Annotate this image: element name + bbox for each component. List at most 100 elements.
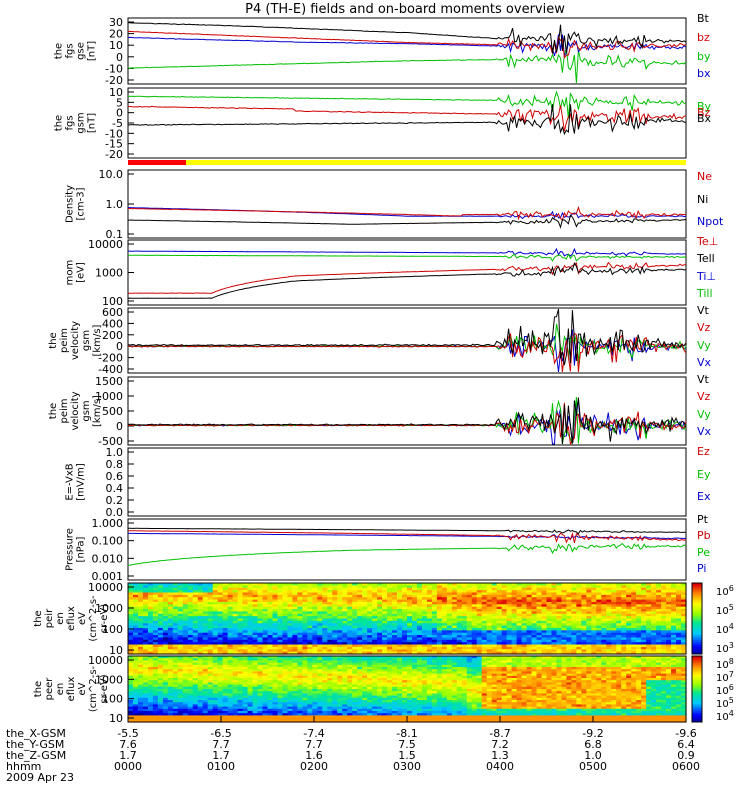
ephemeris-row-label: 2009 Apr 23 (6, 771, 74, 784)
density-frame (127, 169, 687, 239)
eperp-velocity-ylabel-line: peim (59, 328, 70, 353)
ion-spectrogram-tick-label: 10000 (88, 581, 123, 594)
tiperp-trace (128, 247, 687, 257)
eperp-velocity-legend-Vx: Vx (697, 356, 712, 369)
fgs-gsm-tick-label: 10 (109, 86, 123, 99)
pressure-ylabel-line: [nPa] (76, 536, 87, 562)
mode-bar-yellow (186, 160, 686, 165)
efield-tick-label: 0.0 (106, 506, 124, 519)
ipar-velocity-tick-label: 500 (102, 405, 123, 418)
bx-trace (127, 34, 687, 57)
pb-trace (128, 530, 687, 544)
tepar-trace (127, 261, 687, 299)
ephemeris-value: 0.9 (677, 749, 695, 762)
ipar-velocity-ylabel-line: peim (59, 398, 70, 423)
fgs-gse-ylabel-line: gse (76, 42, 87, 60)
fgs-gsm-tick-label: -5 (112, 117, 123, 130)
efield-tick-label: 0.2 (106, 494, 124, 507)
electron-spectrogram-ylabel-line: eV (77, 682, 88, 695)
ipar-velocity-ylabel-line: the (48, 403, 59, 419)
electron-spectrogram-colorbar (692, 656, 702, 723)
fgs-gsm-ylabel-line: fgs (65, 115, 76, 130)
ion-spectrogram-tick-label: 100 (102, 623, 123, 636)
fgs-gsm-tick-label: 5 (116, 96, 123, 109)
temperature-ylabel-line: [eV] (76, 262, 87, 283)
eperp-velocity-legend-Vz: Vz (697, 321, 711, 334)
eperp-velocity-ylabel-line: velocity (70, 321, 81, 360)
fgs-gsm-ylabel-line: [nT] (87, 113, 98, 133)
density-tick-label: 0.1 (106, 228, 124, 241)
density-ylabel-line: Density (65, 185, 76, 223)
temperature-legend-Te⊥: Te⊥ (696, 235, 718, 248)
temperature-legend-Ti⊥: Ti⊥ (696, 270, 716, 283)
ion-spectrogram-colorbar-label: 105 (716, 603, 734, 617)
electron-spectrogram-tick-label: 1000 (95, 673, 123, 686)
Bx-trace (127, 104, 687, 136)
pressure-legend-Pe: Pe (697, 546, 710, 559)
ion-spectrogram-colorbar-frame (691, 582, 703, 655)
eperp-velocity-ylabel: the peim velocity gsm [km/s] (48, 321, 103, 360)
bz-trace (127, 30, 687, 59)
ne-trace (128, 205, 687, 222)
electron-cells (128, 656, 687, 723)
pressure-legend-Pi: Pi (697, 562, 706, 575)
density-tick-label: 1.0 (106, 198, 124, 211)
ion-spectrogram-colorbar-label: 106 (716, 584, 734, 598)
eperp-velocity-ylabel-line: gsm (81, 330, 92, 351)
electron-spectrogram-colorbar-label: 105 (716, 696, 734, 710)
temperature-tick-label: 10000 (88, 238, 123, 251)
pressure-legend-Pb: Pb (697, 529, 711, 542)
fgs-gse-tick-label: 0 (116, 51, 123, 64)
temperature-legend-Till: Till (696, 287, 713, 300)
Bz-trace (127, 105, 687, 132)
electron-spectrogram-colorbar-label: 108 (716, 657, 734, 671)
fgs-gsm-tick-label: -20 (105, 148, 123, 161)
electron-spectrogram-ylabel-line: peer (44, 677, 55, 701)
fgs-gse-legend-by: by (697, 50, 711, 63)
electron-spectrogram-ylabel: the peer en eflux eV (cm^2-s-sr-eV) (33, 665, 110, 712)
fgs-gsm-tick-label: -15 (105, 138, 123, 151)
ion-spectrogram-tick-label: 10 (109, 644, 123, 657)
ephemeris-value: 0000 (114, 760, 142, 773)
pressure-frame (127, 518, 687, 581)
eperp-velocity-legend-Vt: Vt (697, 304, 710, 317)
pressure-legend-Pt: Pt (697, 513, 709, 526)
fgs-gsm-ylabel-line: the (54, 115, 65, 131)
npot-trace (128, 207, 687, 220)
ipar-velocity-ylabel-line: velocity (70, 391, 81, 430)
density-ylabel: Density [cm-3] (65, 185, 87, 223)
ephemeris-value: 0300 (393, 760, 421, 773)
fgs-gse-ylabel: the fgs gse [nT] (54, 41, 98, 61)
eperp-velocity-ylabel-line: the (48, 332, 59, 348)
efield-ylabel: E=-VxB [mV/m] (65, 463, 87, 501)
electron-spectrogram-tick-label: 10000 (88, 654, 123, 667)
efield-ylabel-line: E=-VxB (65, 463, 76, 500)
pressure-ylabel: Pressure [nPa] (65, 528, 87, 571)
ion-spectrogram-ylabel-line: peir (44, 608, 55, 628)
electron-spectrogram-colorbar-label: 104 (716, 709, 734, 723)
fgs-gsm-ylabel-line: gsm (76, 112, 87, 133)
fgs-gsm-legend-Bz: Bz (697, 106, 711, 119)
fgs-gse-ylabel-line: fgs (65, 43, 76, 58)
ephemeris-value: 1.5 (398, 749, 416, 762)
ion-spectrogram-frame (127, 582, 687, 655)
temperature-tick-label: 1000 (95, 267, 123, 280)
ephemeris-value: -8.1 (396, 727, 417, 740)
ipar-velocity-frame (127, 376, 687, 446)
ephemeris-value: 1.0 (584, 749, 602, 762)
temperature-tick-label: 100 (102, 295, 123, 308)
pressure-tick-label: 0.010 (92, 552, 124, 565)
electron-spectrogram-ylabel-line: the (33, 681, 44, 697)
electron-spectrogram-colorbar-label: 107 (716, 670, 734, 684)
pt-trace (128, 527, 686, 535)
ephemeris-value: 1.7 (119, 749, 137, 762)
density-legend-Ni: Ni (697, 193, 708, 206)
ephemeris-value: 7.7 (305, 738, 323, 751)
ephemeris-value: -6.5 (210, 727, 231, 740)
ephemeris-value: 6.4 (677, 738, 695, 751)
ion-spectrogram-ylabel-line: en (55, 612, 66, 625)
fgs-gse-tick-label: -10 (105, 62, 123, 75)
ipar-velocity-legend-Vz: Vz (697, 390, 711, 403)
ipar-velocity-ylabel: the peim velocity gsm [km/s] (48, 391, 103, 430)
fgs-gse-tick-label: 30 (109, 16, 123, 29)
